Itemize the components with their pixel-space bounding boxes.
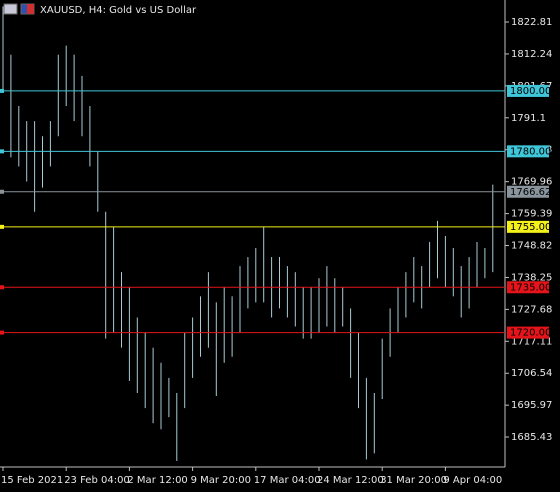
y-tick-label: 1695.97 (511, 400, 552, 411)
y-tick-label: 1822.81 (511, 17, 552, 28)
y-tick-label: 1685.43 (511, 432, 552, 443)
y-tick-label: 1748.82 (511, 241, 552, 252)
level-label-box (507, 326, 549, 339)
level-label-box (507, 145, 549, 158)
y-tick-label: 1812.24 (511, 49, 552, 60)
y-tick-label: 1791.1 (511, 113, 546, 124)
level-label-box (507, 185, 549, 198)
x-tick-label: 15 Feb 2021 (1, 475, 63, 486)
x-tick-label: 2 Mar 12:00 (127, 475, 187, 486)
chart-title: XAUUSD, H4: Gold vs US Dollar (40, 5, 197, 16)
y-tick-label: 1738.25 (511, 272, 552, 283)
level-label: 1800.00 (510, 86, 551, 97)
icon (27, 4, 34, 14)
y-tick-label: 1759.39 (511, 209, 552, 220)
level-label: 1755.00 (510, 222, 551, 233)
symbol-icons (3, 3, 35, 15)
level-label-box (507, 84, 549, 97)
x-tick-label: 9 Mar 20:00 (191, 475, 251, 486)
y-tick-label: 1727.68 (511, 304, 552, 315)
x-tick-label: 24 Mar 12:00 (317, 475, 384, 486)
level-label: 1735.00 (510, 282, 551, 293)
y-tick-label: 1706.54 (511, 368, 552, 379)
level-marker (0, 149, 4, 154)
level-label: 1780.00 (510, 146, 551, 157)
y-tick-label: 1717.11 (511, 336, 552, 347)
level-marker (0, 88, 4, 93)
icon (3, 3, 18, 15)
level-label-box (507, 281, 549, 294)
level-marker (0, 285, 4, 290)
x-tick-label: 17 Mar 04:00 (254, 475, 321, 486)
x-tick-label: 23 Feb 04:00 (64, 475, 130, 486)
level-marker (0, 224, 4, 229)
level-marker (0, 189, 4, 194)
x-tick-label: 9 Apr 04:00 (443, 475, 502, 486)
y-tick-label: 1769.96 (511, 177, 552, 188)
level-label: 1720.00 (510, 328, 551, 339)
level-marker (0, 330, 4, 335)
x-tick-label: 31 Mar 20:00 (380, 475, 447, 486)
level-label-box (507, 220, 549, 233)
level-label: 1766.62 (510, 187, 551, 198)
